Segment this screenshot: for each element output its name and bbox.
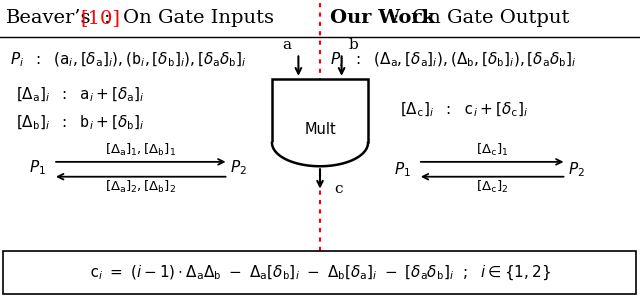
Text: $[\Delta_\mathtt{c}]_1$: $[\Delta_\mathtt{c}]_1$ (476, 142, 508, 158)
FancyBboxPatch shape (3, 251, 636, 294)
Text: [10]: [10] (80, 10, 120, 27)
Text: $P_2$: $P_2$ (230, 159, 247, 177)
Text: :  On Gate Inputs: : On Gate Inputs (104, 10, 275, 27)
Text: c: c (334, 181, 342, 195)
Text: $[\Delta_\mathtt{c}]_2$: $[\Delta_\mathtt{c}]_2$ (476, 179, 508, 195)
Text: $[\Delta_\mathtt{a}]_i\ \ :\ \ \mathtt{a}_i + [\delta_\mathtt{a}]_i$: $[\Delta_\mathtt{a}]_i\ \ :\ \ \mathtt{a… (16, 86, 145, 104)
Text: $[\Delta_\mathtt{a}]_1,[\Delta_\mathtt{b}]_1$: $[\Delta_\mathtt{a}]_1,[\Delta_\mathtt{b… (105, 142, 177, 158)
Text: Mult: Mult (304, 122, 336, 137)
Text: Beaver’s: Beaver’s (6, 10, 92, 27)
Text: b: b (348, 38, 358, 52)
Text: Our Work: Our Work (330, 10, 435, 27)
Text: $[\Delta_\mathtt{b}]_i\ \ :\ \ \mathtt{b}_i + [\delta_\mathtt{b}]_i$: $[\Delta_\mathtt{b}]_i\ \ :\ \ \mathtt{b… (16, 114, 145, 132)
Polygon shape (272, 79, 368, 143)
Text: $P_2$: $P_2$ (568, 160, 585, 178)
Text: :  On Gate Output: : On Gate Output (393, 10, 570, 27)
Text: $\mathtt{c}_i\ =\ (i-1)\cdot\Delta_\mathtt{a}\Delta_\mathtt{b}\ -\ \Delta_\matht: $\mathtt{c}_i\ =\ (i-1)\cdot\Delta_\math… (89, 263, 551, 282)
Text: $P_i\ \ :\ \ (\mathtt{a}_i,[\delta_\mathtt{a}]_i),(\mathtt{b}_i,[\delta_\mathtt{: $P_i\ \ :\ \ (\mathtt{a}_i,[\delta_\math… (10, 51, 246, 69)
Text: $P_1$: $P_1$ (394, 160, 410, 178)
Text: $[\Delta_\mathtt{c}]_i\ \ :\ \ \mathtt{c}_i + [\delta_\mathtt{c}]_i$: $[\Delta_\mathtt{c}]_i\ \ :\ \ \mathtt{c… (400, 101, 529, 119)
Polygon shape (272, 143, 368, 166)
Text: $[\Delta_\mathtt{a}]_2,[\Delta_\mathtt{b}]_2$: $[\Delta_\mathtt{a}]_2,[\Delta_\mathtt{b… (105, 179, 177, 195)
Text: $P_1$: $P_1$ (29, 159, 45, 177)
Text: a: a (282, 38, 291, 52)
Text: $P_i\ \ :\ \ (\Delta_\mathtt{a},[\delta_\mathtt{a}]_i),(\Delta_\mathtt{b},[\delt: $P_i\ \ :\ \ (\Delta_\mathtt{a},[\delta_… (330, 51, 576, 69)
